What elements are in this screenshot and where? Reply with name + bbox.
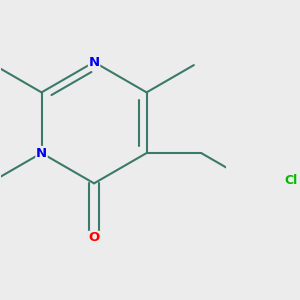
Text: N: N <box>36 146 47 160</box>
Text: O: O <box>88 231 100 244</box>
Text: N: N <box>88 56 100 69</box>
Text: Cl: Cl <box>284 174 298 187</box>
